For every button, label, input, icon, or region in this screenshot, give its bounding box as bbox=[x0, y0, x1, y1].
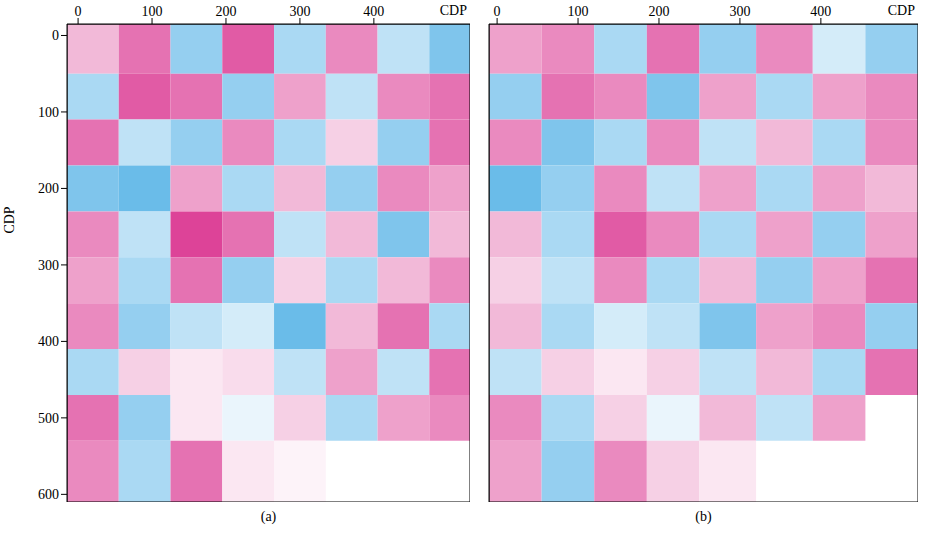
svg-text:400: 400 bbox=[363, 4, 384, 19]
html-text:CDP: CDP bbox=[2, 206, 17, 234]
svg-text:400: 400 bbox=[38, 334, 59, 349]
svg-text:500: 500 bbox=[38, 411, 59, 426]
html-text:CDP: CDP bbox=[887, 3, 915, 18]
svg-text:200: 200 bbox=[215, 4, 236, 19]
html-text:(b): (b) bbox=[695, 509, 712, 524]
svg-text:300: 300 bbox=[289, 4, 310, 19]
svg-text:200: 200 bbox=[38, 181, 59, 196]
svg-text:0: 0 bbox=[52, 28, 59, 43]
svg-text:0: 0 bbox=[75, 4, 82, 19]
html-text:CDP: CDP bbox=[439, 3, 467, 18]
svg-text:0: 0 bbox=[494, 4, 501, 19]
svg-text:200: 200 bbox=[648, 4, 669, 19]
svg-text:100: 100 bbox=[568, 4, 589, 19]
svg-text:300: 300 bbox=[729, 4, 750, 19]
html-text:(a): (a) bbox=[260, 509, 277, 524]
svg-text:400: 400 bbox=[810, 4, 831, 19]
svg-text:600: 600 bbox=[38, 487, 59, 502]
svg-text:100: 100 bbox=[38, 105, 59, 120]
svg-text:100: 100 bbox=[142, 4, 163, 19]
svg-text:300: 300 bbox=[38, 258, 59, 273]
